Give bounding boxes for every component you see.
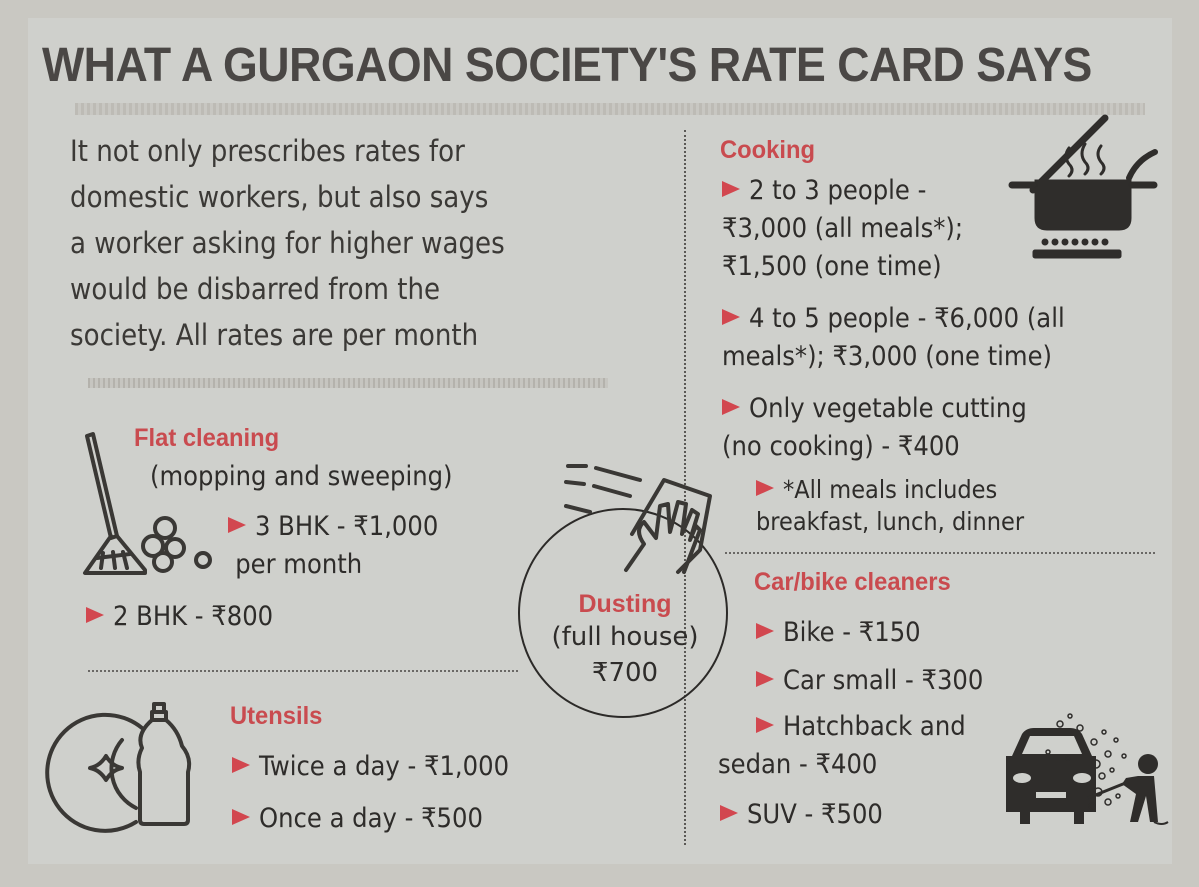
- dusting-subheading: (full house): [551, 622, 699, 652]
- rate-item: Car small - ₹300: [756, 662, 983, 700]
- dusting-block: Dusting (full house) ₹700: [520, 590, 730, 691]
- dish-soap-icon: [45, 702, 192, 833]
- rate-item: 3 BHK - ₹1,000 per month: [228, 508, 438, 584]
- bullet-arrow-icon: [86, 607, 104, 623]
- rate-text: Only vegetable cutting: [749, 393, 1027, 424]
- rate-item: 2 BHK - ₹800: [86, 598, 273, 636]
- intro-divider: [88, 378, 608, 388]
- utensils-heading: Utensils: [230, 702, 323, 730]
- bullet-arrow-icon: [720, 805, 738, 821]
- rate-text: 3 BHK - ₹1,000: [255, 511, 439, 542]
- bullet-arrow-icon: [228, 517, 246, 533]
- intro-line: a worker asking for higher wages: [70, 226, 505, 260]
- bullet-arrow-icon: [722, 399, 740, 415]
- rate-item: Once a day - ₹500: [232, 800, 483, 838]
- broom-icon: [83, 432, 212, 575]
- rate-item: 2 to 3 people - ₹3,000 (all meals*); ₹1,…: [722, 172, 963, 286]
- flat-cleaning-subheading: (mopping and sweeping): [150, 461, 453, 492]
- footnote-text: *All meals includes: [783, 475, 998, 504]
- rate-text: 2 BHK - ₹800: [113, 601, 274, 632]
- rate-text: Bike - ₹150: [783, 617, 921, 648]
- wiping-hand-icon: [564, 464, 712, 574]
- cooking-footnote: *All meals includes breakfast, lunch, di…: [756, 474, 1024, 538]
- section-divider: [725, 552, 1155, 554]
- rate-text: ₹3,000 (all meals*);: [722, 213, 964, 244]
- intro-text: It not only prescribes rates for domesti…: [70, 128, 610, 358]
- rate-text: meals*); ₹3,000 (one time): [722, 341, 1053, 372]
- dusting-heading: Dusting: [578, 590, 672, 618]
- bullet-arrow-icon: [756, 717, 774, 733]
- cooking-pot-icon: [1008, 114, 1158, 259]
- dusting-price: ₹700: [591, 658, 659, 688]
- rate-item: Twice a day - ₹1,000: [232, 748, 509, 786]
- rate-item: 4 to 5 people - ₹6,000 (all meals*); ₹3,…: [722, 300, 1065, 376]
- bullet-arrow-icon: [722, 309, 740, 325]
- rate-item: Only vegetable cutting (no cooking) - ₹4…: [722, 390, 1027, 466]
- rate-item: Hatchback and: [756, 708, 966, 746]
- rate-item: SUV - ₹500: [720, 796, 883, 834]
- page-title: WHAT A GURGAON SOCIETY'S RATE CARD SAYS: [42, 39, 1092, 92]
- title-divider: [75, 103, 1145, 115]
- car-bike-heading: Car/bike cleaners: [754, 568, 951, 596]
- rate-text: Twice a day - ₹1,000: [259, 751, 510, 782]
- rate-text: (no cooking) - ₹400: [722, 431, 960, 462]
- rate-text: Car small - ₹300: [783, 665, 984, 696]
- section-divider: [88, 670, 518, 672]
- bullet-arrow-icon: [232, 757, 250, 773]
- rate-text: per month: [235, 549, 363, 580]
- rate-card: [28, 18, 1172, 864]
- bullet-arrow-icon: [722, 181, 740, 197]
- bullet-arrow-icon: [756, 480, 774, 496]
- rate-item-continued: sedan - ₹400: [718, 749, 878, 780]
- footnote-text: breakfast, lunch, dinner: [756, 507, 1025, 536]
- rate-text: Once a day - ₹500: [259, 803, 483, 834]
- bullet-arrow-icon: [232, 809, 250, 825]
- dusting-circle: [518, 508, 728, 718]
- rate-text: Hatchback and: [783, 711, 966, 742]
- car-wash-icon: [1006, 713, 1169, 825]
- intro-line: domestic workers, but also says: [70, 180, 489, 214]
- intro-line: society. All rates are per month: [70, 318, 479, 352]
- flat-cleaning-heading: Flat cleaning: [134, 424, 280, 452]
- rate-text: ₹1,500 (one time): [722, 251, 942, 282]
- intro-line: would be disbarred from the: [70, 272, 441, 306]
- rate-text: 2 to 3 people -: [749, 175, 927, 206]
- intro-line: It not only prescribes rates for: [70, 134, 465, 168]
- rate-item: Bike - ₹150: [756, 614, 921, 652]
- rate-text: SUV - ₹500: [747, 799, 883, 830]
- cooking-heading: Cooking: [720, 136, 815, 164]
- rate-text: 4 to 5 people - ₹6,000 (all: [749, 303, 1065, 334]
- bullet-arrow-icon: [756, 623, 774, 639]
- bullet-arrow-icon: [756, 671, 774, 687]
